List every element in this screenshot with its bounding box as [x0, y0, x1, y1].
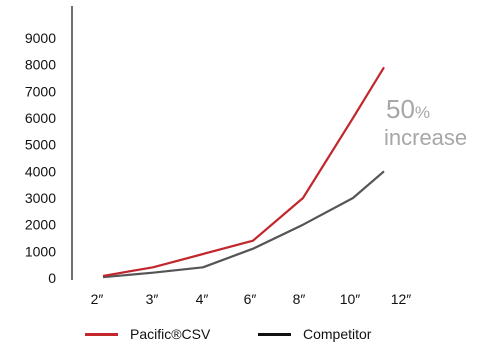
x-tick-label: 10″ — [340, 291, 361, 307]
annotation-number: 50 — [386, 94, 415, 124]
legend: Pacific®CSV Competitor — [0, 326, 499, 348]
y-tick-label: 3000 — [25, 190, 56, 206]
legend-item-pacific: Pacific®CSV — [85, 326, 210, 342]
chart-svg: 0 1000 2000 3000 4000 5000 6000 7000 8000 9000 2″… — [25, 6, 467, 307]
annotation-value: 50% — [386, 94, 430, 124]
y-tick-label: 5000 — [25, 137, 56, 153]
x-tick-label: 8″ — [293, 291, 306, 307]
annotation-unit: % — [415, 103, 430, 122]
legend-swatch-pacific — [85, 332, 118, 336]
annotation-text: increase — [384, 125, 467, 150]
x-tick-label: 4″ — [196, 291, 209, 307]
y-tick-label: 7000 — [25, 83, 56, 99]
series-line-competitor — [102, 170, 385, 279]
x-tick-label: 3″ — [146, 291, 159, 307]
y-tick-label: 6000 — [25, 110, 56, 126]
y-tick-label: 0 — [48, 270, 56, 286]
legend-swatch-competitor — [258, 332, 291, 336]
y-tick-label: 9000 — [25, 30, 56, 46]
legend-label-pacific: Pacific®CSV — [130, 326, 211, 342]
series-line-pacific — [102, 66, 385, 277]
y-tick-label: 4000 — [25, 163, 56, 179]
legend-item-competitor: Competitor — [258, 326, 371, 342]
legend-label-competitor: Competitor — [303, 326, 372, 342]
x-tick-label: 6″ — [244, 291, 257, 307]
x-tick-label: 2″ — [91, 291, 104, 307]
y-tick-labels: 0 1000 2000 3000 4000 5000 6000 7000 8000 9000 — [25, 30, 56, 286]
annotation: 50% increase — [384, 94, 467, 150]
y-tick-label: 2000 — [25, 217, 56, 233]
y-tick-label: 1000 — [25, 243, 56, 259]
x-tick-label: 12″ — [391, 291, 412, 307]
y-tick-label: 8000 — [25, 57, 56, 73]
x-tick-labels: 2″ 3″ 4″ 6″ 8″ 10″ 12″ — [91, 291, 412, 307]
series-lines — [102, 66, 385, 279]
